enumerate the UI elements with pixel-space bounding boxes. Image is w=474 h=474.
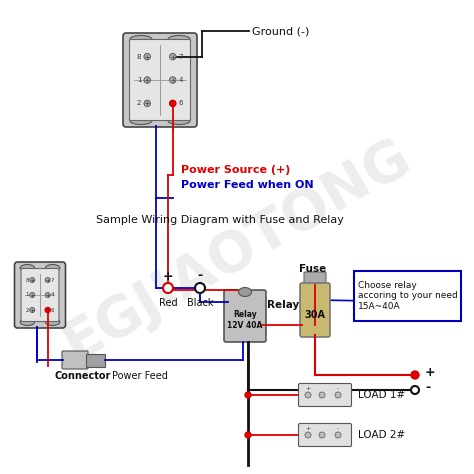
- Ellipse shape: [46, 319, 60, 326]
- Text: LOAD 2#: LOAD 2#: [358, 430, 405, 440]
- Circle shape: [305, 392, 311, 398]
- Circle shape: [170, 54, 176, 60]
- Circle shape: [411, 386, 419, 394]
- Circle shape: [45, 292, 50, 298]
- FancyBboxPatch shape: [354, 271, 461, 321]
- Text: +: +: [163, 270, 173, 283]
- Circle shape: [45, 277, 50, 283]
- Text: Black: Black: [187, 298, 213, 308]
- FancyBboxPatch shape: [224, 290, 266, 342]
- Circle shape: [335, 432, 341, 438]
- Circle shape: [195, 283, 205, 293]
- Circle shape: [319, 392, 325, 398]
- Text: 6: 6: [51, 308, 55, 312]
- Circle shape: [144, 77, 151, 83]
- Text: 6: 6: [179, 100, 183, 106]
- Circle shape: [170, 77, 176, 83]
- Ellipse shape: [238, 288, 252, 297]
- Ellipse shape: [20, 264, 35, 272]
- Text: 8: 8: [26, 277, 29, 283]
- Text: 4: 4: [51, 292, 55, 298]
- FancyBboxPatch shape: [86, 354, 106, 366]
- Circle shape: [30, 308, 35, 312]
- Text: 7: 7: [179, 54, 183, 60]
- Circle shape: [144, 54, 151, 60]
- Circle shape: [170, 100, 176, 106]
- FancyBboxPatch shape: [15, 262, 65, 328]
- Text: Relay: Relay: [267, 300, 299, 310]
- FancyBboxPatch shape: [299, 383, 352, 407]
- Text: Power Feed: Power Feed: [112, 371, 168, 381]
- FancyBboxPatch shape: [299, 423, 352, 447]
- Text: -: -: [337, 386, 339, 392]
- Text: LOAD 1#: LOAD 1#: [358, 390, 405, 400]
- Ellipse shape: [130, 36, 152, 43]
- Text: +: +: [305, 386, 310, 392]
- Text: Red: Red: [159, 298, 177, 308]
- Circle shape: [163, 283, 173, 293]
- Text: 2: 2: [137, 100, 141, 106]
- Text: Relay
12V 40A: Relay 12V 40A: [228, 310, 263, 330]
- Circle shape: [30, 292, 35, 298]
- Text: Sample Wiring Diagram with Fuse and Relay: Sample Wiring Diagram with Fuse and Rela…: [96, 215, 344, 225]
- Ellipse shape: [130, 118, 152, 125]
- Text: 8: 8: [137, 54, 141, 60]
- Text: EGJIAOTONG: EGJIAOTONG: [54, 128, 420, 372]
- Text: 7: 7: [51, 277, 55, 283]
- FancyBboxPatch shape: [21, 268, 59, 321]
- Circle shape: [305, 432, 311, 438]
- Circle shape: [30, 277, 35, 283]
- Text: -: -: [425, 381, 430, 393]
- Text: -: -: [337, 427, 339, 431]
- Text: -: -: [198, 270, 202, 283]
- FancyBboxPatch shape: [129, 39, 191, 120]
- Circle shape: [319, 432, 325, 438]
- FancyBboxPatch shape: [300, 283, 330, 337]
- Circle shape: [45, 308, 50, 312]
- Ellipse shape: [46, 264, 60, 272]
- Circle shape: [170, 100, 176, 107]
- Text: 1: 1: [137, 77, 141, 83]
- Text: Fuse: Fuse: [300, 264, 327, 274]
- Text: Power Source (+): Power Source (+): [181, 165, 290, 175]
- Ellipse shape: [168, 36, 190, 43]
- Text: +: +: [425, 365, 436, 379]
- Circle shape: [45, 308, 50, 312]
- Text: Connector: Connector: [55, 371, 111, 381]
- Circle shape: [245, 432, 251, 438]
- FancyBboxPatch shape: [62, 351, 88, 369]
- Circle shape: [245, 392, 251, 398]
- Text: 30A: 30A: [304, 310, 326, 320]
- Ellipse shape: [168, 118, 190, 125]
- Text: 2: 2: [26, 308, 29, 312]
- Text: +: +: [305, 427, 310, 431]
- Circle shape: [335, 392, 341, 398]
- FancyBboxPatch shape: [123, 33, 197, 127]
- Text: Ground (-): Ground (-): [252, 26, 310, 36]
- Text: 4: 4: [179, 77, 183, 83]
- Circle shape: [144, 100, 151, 107]
- Ellipse shape: [20, 319, 35, 326]
- Text: 1: 1: [26, 292, 29, 298]
- Text: Power Feed when ON: Power Feed when ON: [181, 180, 313, 190]
- Text: Choose relay
accoring to your need
15A~40A: Choose relay accoring to your need 15A~4…: [357, 281, 457, 311]
- Circle shape: [411, 371, 419, 379]
- FancyBboxPatch shape: [304, 272, 326, 288]
